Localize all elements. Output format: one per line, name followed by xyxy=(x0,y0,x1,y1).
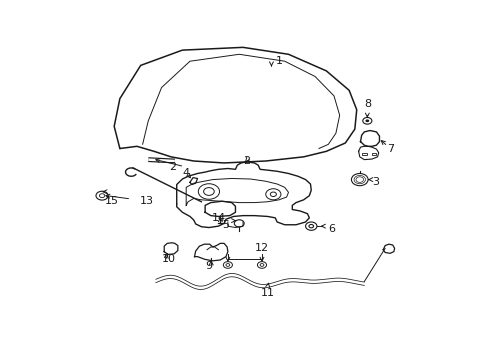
Text: 15: 15 xyxy=(105,196,119,206)
Text: 5: 5 xyxy=(222,220,229,230)
Text: 12: 12 xyxy=(254,243,268,253)
Text: 9: 9 xyxy=(205,261,212,271)
Text: 2: 2 xyxy=(169,162,176,172)
Text: 7: 7 xyxy=(386,144,394,153)
Text: 14: 14 xyxy=(211,213,225,223)
Bar xyxy=(371,153,375,155)
Text: 4: 4 xyxy=(182,168,189,179)
Text: 11: 11 xyxy=(260,288,274,298)
Circle shape xyxy=(365,120,368,122)
Text: 6: 6 xyxy=(328,224,335,234)
Text: 1: 1 xyxy=(275,56,282,66)
Text: 3: 3 xyxy=(371,177,378,187)
Text: 2: 2 xyxy=(243,156,250,166)
Bar xyxy=(361,153,366,155)
Text: 13: 13 xyxy=(139,196,153,206)
Text: 8: 8 xyxy=(364,99,371,109)
Text: 10: 10 xyxy=(162,255,176,264)
